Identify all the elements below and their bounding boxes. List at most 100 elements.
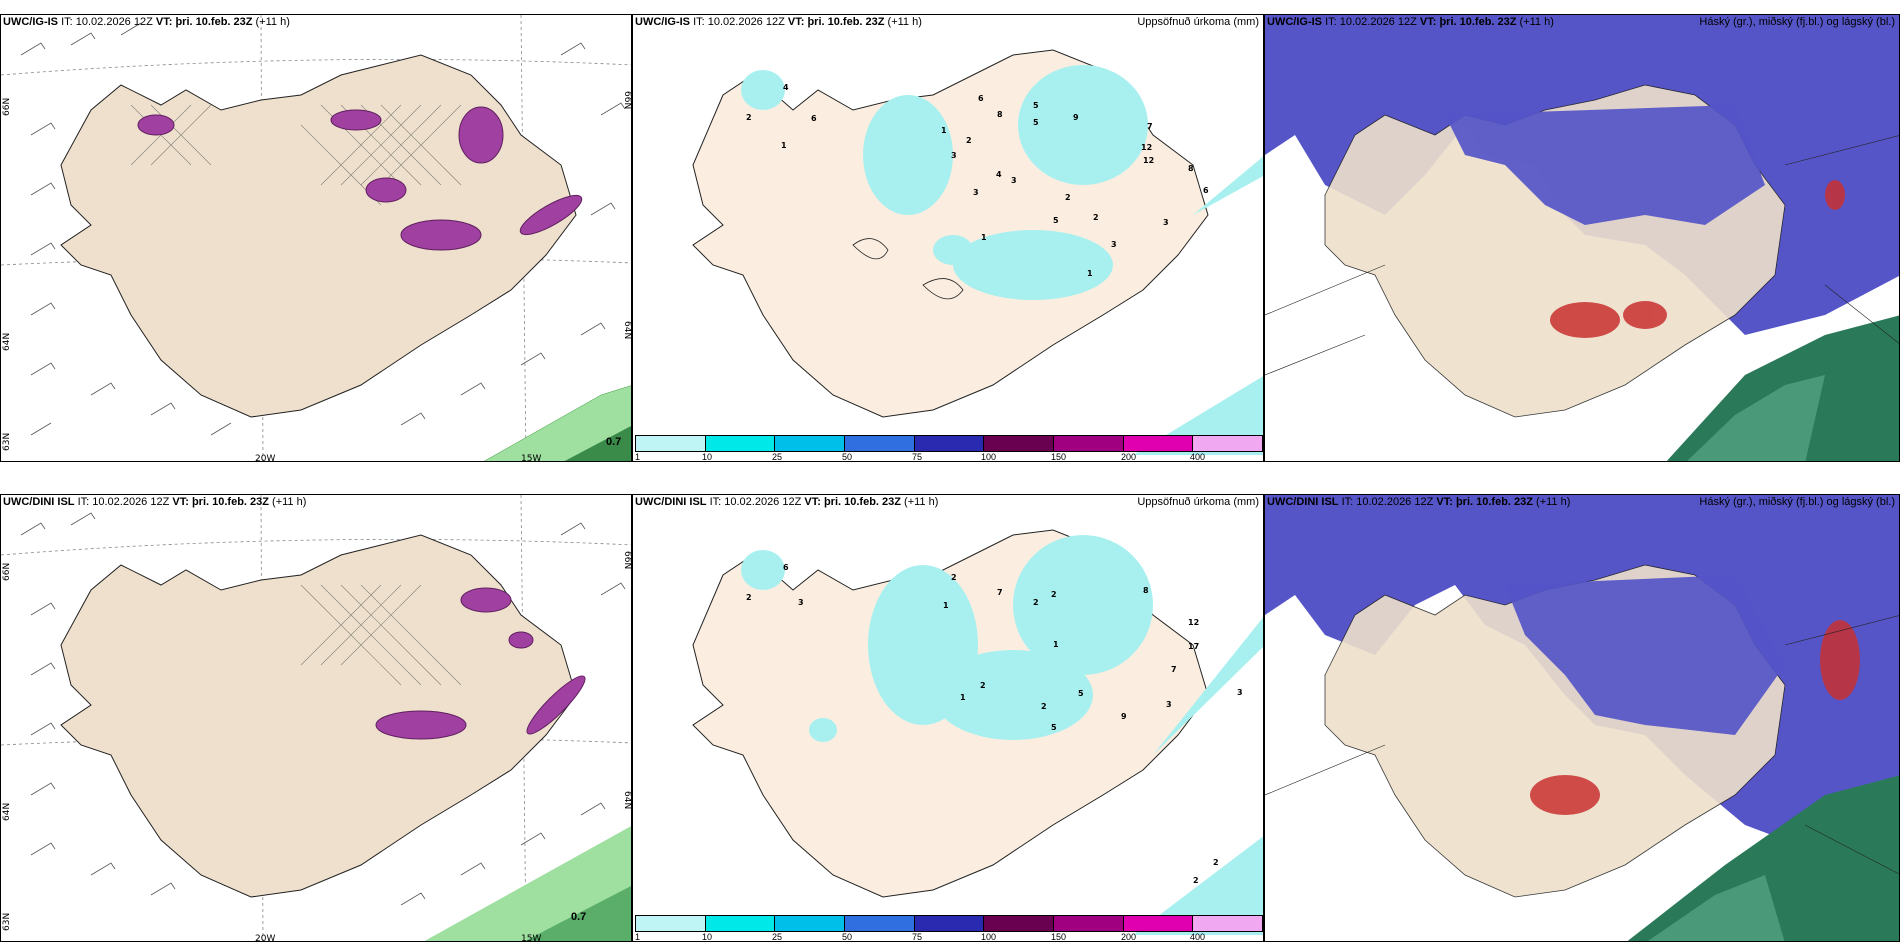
svg-text:5: 5 xyxy=(1078,689,1084,698)
cloud-low-light xyxy=(1687,375,1825,461)
lon-label-15w: 15W xyxy=(521,934,541,942)
svg-text:2: 2 xyxy=(746,593,752,602)
svg-text:1: 1 xyxy=(1053,640,1059,649)
svg-text:12: 12 xyxy=(1143,156,1154,165)
tick: 400 xyxy=(1190,452,1206,462)
product-title: Háský (gr.), miðský (fj.bl.) og lágský (… xyxy=(1699,496,1895,508)
svg-text:3: 3 xyxy=(1011,176,1017,185)
lat-label-63n: 63N xyxy=(2,913,12,931)
svg-text:7: 7 xyxy=(997,588,1003,597)
product-title: Uppsöfnuð úrkoma (mm) xyxy=(1137,16,1259,28)
colorbar-ticks: 1 10 25 50 75 100 150 200 400 xyxy=(635,932,1206,942)
tick: 200 xyxy=(1121,452,1137,462)
svg-text:1: 1 xyxy=(981,233,987,242)
lat-label-64n-right: 64N xyxy=(622,791,632,809)
svg-text:17: 17 xyxy=(1188,642,1199,651)
svg-text:2: 2 xyxy=(966,136,972,145)
svg-text:3: 3 xyxy=(798,598,804,607)
lat-label-66n: 66N xyxy=(2,98,12,116)
lat-label-66n-right: 66N xyxy=(622,91,632,109)
tick: 75 xyxy=(912,452,923,462)
svg-text:9: 9 xyxy=(1073,113,1079,122)
it-label: IT: xyxy=(61,16,73,28)
tick: 50 xyxy=(842,452,853,462)
svg-text:2: 2 xyxy=(1213,858,1219,867)
svg-text:4: 4 xyxy=(996,170,1002,179)
svg-text:2: 2 xyxy=(1093,213,1099,222)
tick: 1 xyxy=(635,452,641,462)
tick: 25 xyxy=(772,452,783,462)
lon-label-20w: 20W xyxy=(255,454,275,462)
panel-title: UWC/IG-IS IT: 10.02.2026 12Z VT: þri. 10… xyxy=(3,16,290,29)
lon-label-15w: 15W xyxy=(521,454,541,462)
svg-text:12: 12 xyxy=(1141,143,1152,152)
lead-time: (+11 h) xyxy=(255,16,290,28)
svg-text:5: 5 xyxy=(1033,101,1039,110)
corner-value: 0.7 xyxy=(571,911,586,923)
wind-barbs xyxy=(20,22,626,436)
svg-text:8: 8 xyxy=(997,110,1003,119)
svg-text:2: 2 xyxy=(1065,193,1071,202)
svg-text:3: 3 xyxy=(1237,688,1243,697)
panel-title: UWC/IG-IS IT: 10.02.2026 12Z VT: þri. 10… xyxy=(1267,16,1554,28)
precip-values: 46 21 68 51 32 34 59 128 32 72 15 36 13 … xyxy=(746,83,1209,278)
svg-text:3: 3 xyxy=(1163,218,1169,227)
lat-label-64n: 64N xyxy=(2,333,12,351)
panel-title: UWC/DINI ISL IT: 10.02.2026 12Z VT: þri.… xyxy=(1267,496,1571,508)
svg-text:8: 8 xyxy=(1143,586,1149,595)
cbar-bin xyxy=(775,436,846,451)
panel-title: UWC/DINI ISL IT: 10.02.2026 12Z VT: þri.… xyxy=(3,496,307,508)
svg-text:3: 3 xyxy=(1166,700,1172,709)
map-clouds-bottom xyxy=(1265,495,1899,941)
svg-text:6: 6 xyxy=(811,114,817,123)
map-wind-top: 66N 64N 63N 66N 64N 20W 15W 0.7 xyxy=(1,15,632,462)
valid-time: þri. 10.feb. 23Z xyxy=(175,16,253,28)
precip-blobs xyxy=(137,106,583,251)
svg-text:5: 5 xyxy=(1053,216,1059,225)
lat-label-66n-right: 66N xyxy=(622,551,632,569)
svg-text:6: 6 xyxy=(978,94,984,103)
svg-text:6: 6 xyxy=(783,563,789,572)
cbar-bin xyxy=(845,436,915,451)
map-wind-bottom: 66N 64N 63N 66N 64N 20W 15W 0.7 xyxy=(1,495,632,942)
svg-text:2: 2 xyxy=(1041,702,1047,711)
svg-text:12: 12 xyxy=(1188,618,1199,627)
precip-colorbar xyxy=(635,915,1263,932)
panel-wind-top: 66N 64N 63N 66N 64N 20W 15W 0.7 UWC/IG-I… xyxy=(0,14,632,462)
lat-label-66n: 66N xyxy=(2,563,12,581)
map-precip-top: 46 21 68 51 32 34 59 128 32 72 15 36 13 … xyxy=(692,49,1263,455)
panel-title: UWC/DINI ISL IT: 10.02.2026 12Z VT: þri.… xyxy=(635,496,939,508)
lon-label-20w: 20W xyxy=(255,934,275,942)
panel-wind-bottom: 66N 64N 63N 66N 64N 20W 15W 0.7 UWC/DINI… xyxy=(0,494,632,942)
svg-text:2: 2 xyxy=(951,573,957,582)
svg-text:2: 2 xyxy=(1033,598,1039,607)
svg-text:1: 1 xyxy=(943,601,949,610)
cbar-bin xyxy=(984,436,1055,451)
svg-text:5: 5 xyxy=(1033,118,1039,127)
svg-text:3: 3 xyxy=(1111,240,1117,249)
product-title: Háský (gr.), miðský (fj.bl.) og lágský (… xyxy=(1699,16,1895,28)
svg-text:1: 1 xyxy=(781,141,787,150)
svg-text:9: 9 xyxy=(1121,712,1127,721)
svg-text:2: 2 xyxy=(746,113,752,122)
svg-text:1: 1 xyxy=(1087,269,1093,278)
iceland-land xyxy=(60,54,577,418)
svg-text:2: 2 xyxy=(980,681,986,690)
product-title: Uppsöfnuð úrkoma (mm) xyxy=(1137,496,1259,508)
vt-label: VT: xyxy=(155,16,173,28)
glacier-outlines xyxy=(852,238,964,300)
map-clouds-top xyxy=(1265,15,1899,461)
precip-colorbar xyxy=(635,435,1263,452)
svg-text:5: 5 xyxy=(1051,723,1057,732)
corner-value: 0.7 xyxy=(606,436,621,448)
svg-text:4: 4 xyxy=(783,83,789,92)
model-name: UWC/IG-IS xyxy=(3,16,58,28)
svg-text:8: 8 xyxy=(1188,164,1194,173)
svg-text:7: 7 xyxy=(1147,122,1153,131)
cbar-bin xyxy=(914,436,985,451)
coast-outlines xyxy=(1265,135,1899,376)
cbar-bin xyxy=(1193,436,1263,451)
